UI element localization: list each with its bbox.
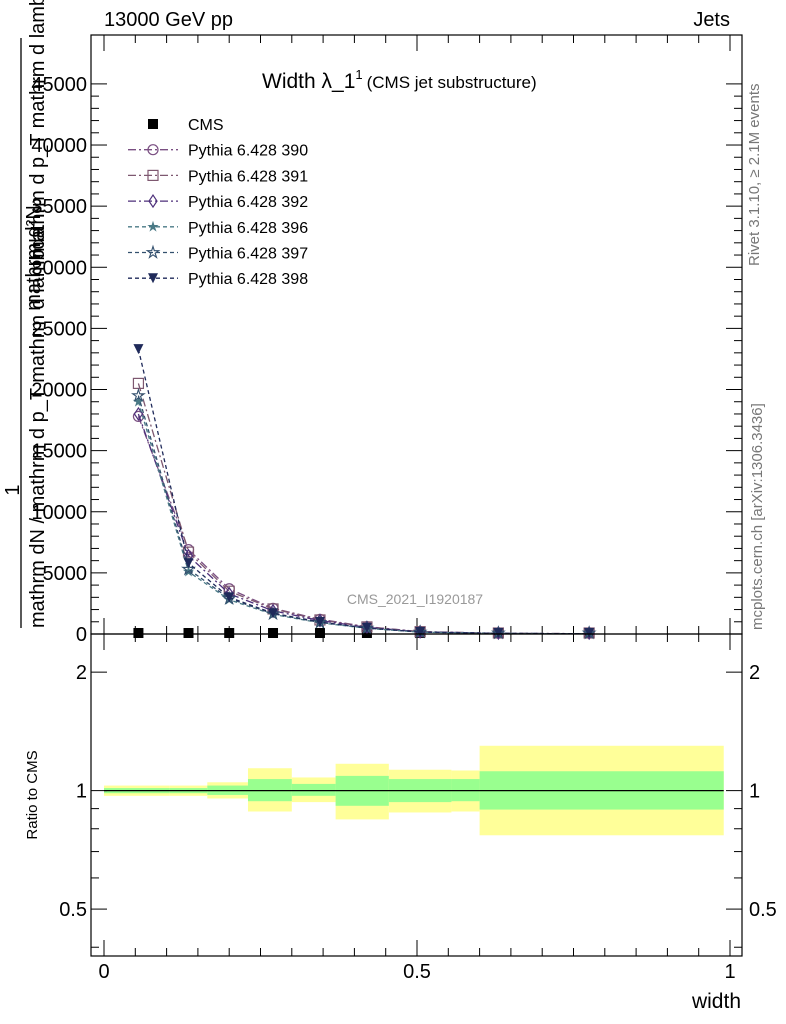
- legend-label: Pythia 6.428 392: [188, 194, 308, 211]
- data-point: [314, 617, 325, 628]
- ratio-y-axis-label: Ratio to CMS: [24, 750, 41, 839]
- x-axis-label: width: [691, 990, 741, 1013]
- x-tick-label: 0: [98, 961, 109, 983]
- legend-marker: [148, 273, 158, 284]
- legend-marker: [148, 119, 158, 129]
- y-tick-label: 25000: [31, 318, 87, 340]
- mcplots-credit: mcplots.cern.ch [arXiv:1306.3436]: [749, 403, 766, 630]
- analysis-watermark: CMS_2021_I1920187: [347, 591, 483, 607]
- y-tick-label: 35000: [31, 196, 87, 218]
- data-point: [224, 592, 235, 603]
- data-point: [314, 628, 325, 638]
- ratio-y-ticks: 0.5 0.5 1 1 2 2: [59, 662, 777, 948]
- data-point: [133, 344, 144, 355]
- uncertainty-band-inner: [291, 783, 336, 796]
- ratio-tick-label: 1: [76, 781, 87, 803]
- x-tick-label: 1: [724, 961, 735, 983]
- y-tick-label: 5000: [43, 563, 88, 585]
- legend-marker: [147, 144, 159, 156]
- ratio-tick-label-right: 1: [749, 781, 760, 803]
- legend-label: Pythia 6.428 390: [188, 143, 308, 160]
- y-tick-label: 0: [76, 624, 87, 646]
- data-point: [493, 628, 504, 638]
- legend-item: Pythia 6.428 396: [128, 220, 308, 237]
- legend: CMS Pythia 6.428 390 Pythia 6.428 391 Pythi…: [128, 117, 308, 288]
- legend-marker: [147, 220, 159, 232]
- y-tick-label: 10000: [31, 502, 87, 524]
- ratio-tick-label-right: 0.5: [749, 899, 777, 921]
- series-pythia-6-428-398: [133, 344, 595, 638]
- legend-item: Pythia 6.428 398: [128, 271, 308, 288]
- y-tick-label: 20000: [31, 380, 87, 402]
- legend-item: Pythia 6.428 390: [128, 143, 308, 160]
- data-point: [268, 628, 279, 638]
- data-point: [415, 627, 426, 638]
- data-point: [268, 608, 279, 619]
- data-point: [133, 628, 144, 638]
- svg-text:mathrm d p_T mathrm d lambda: mathrm d p_T mathrm d lambda: [27, 0, 49, 258]
- data-point: [183, 628, 194, 638]
- ratio-frame: [90, 633, 743, 957]
- legend-item: Pythia 6.428 391: [128, 168, 308, 185]
- legend-item: Pythia 6.428 392: [128, 194, 308, 211]
- legend-item: CMS: [148, 117, 224, 134]
- main-panel: 0 5000 10000 15000 20000 25000 30000 35000 40000…: [31, 35, 742, 983]
- legend-label: Pythia 6.428 396: [188, 220, 308, 237]
- y-tick-label: 30000: [31, 257, 87, 279]
- x-tick-label: 0.5: [403, 961, 431, 983]
- y-tick-label: 15000: [31, 441, 87, 463]
- legend-label: Pythia 6.428 397: [188, 246, 308, 263]
- main-y-ticks: 0 5000 10000 15000 20000 25000 30000 35000 40000…: [31, 74, 742, 646]
- ratio-tick-label-right: 2: [749, 662, 760, 684]
- data-point: [132, 395, 145, 407]
- svg-text:mathrm d²N: mathrm d²N: [23, 205, 45, 311]
- rivet-version: Rivet 3.1.10, ≥ 2.1M events: [746, 83, 763, 267]
- legend-label: CMS: [188, 117, 224, 134]
- header-left: 13000 GeV pp: [104, 9, 233, 31]
- legend-marker: [148, 194, 158, 209]
- y-tick-label: 45000: [31, 74, 87, 96]
- ratio-tick-label: 2: [76, 662, 87, 684]
- svg-text:1: 1: [2, 484, 24, 495]
- legend-label: Pythia 6.428 398: [188, 271, 308, 288]
- y-axis-label: 1 mathrm dN / mathrm d p_T mathrm d lamb…: [2, 0, 49, 628]
- legend-marker: [147, 169, 159, 181]
- header-right: Jets: [693, 9, 730, 31]
- legend-marker: [145, 244, 161, 259]
- ratio-tick-label: 0.5: [59, 899, 87, 921]
- data-point: [183, 558, 194, 569]
- data-point: [130, 387, 146, 402]
- ratio-panel: 0.5 0.5 1 1 2 2: [59, 662, 777, 948]
- legend-label: Pythia 6.428 391: [188, 168, 308, 185]
- data-point: [584, 628, 595, 638]
- data-point: [361, 622, 372, 633]
- chart-title: Width λ_11 (CMS jet substructure): [262, 67, 537, 93]
- data-point: [132, 410, 145, 423]
- svg-text:mathrm dN / mathrm d p_T mathr: mathrm dN / mathrm d p_T mathrm d lambda: [27, 226, 49, 628]
- data-point: [224, 628, 235, 638]
- y-tick-label: 40000: [31, 135, 87, 157]
- legend-item: Pythia 6.428 397: [128, 244, 308, 263]
